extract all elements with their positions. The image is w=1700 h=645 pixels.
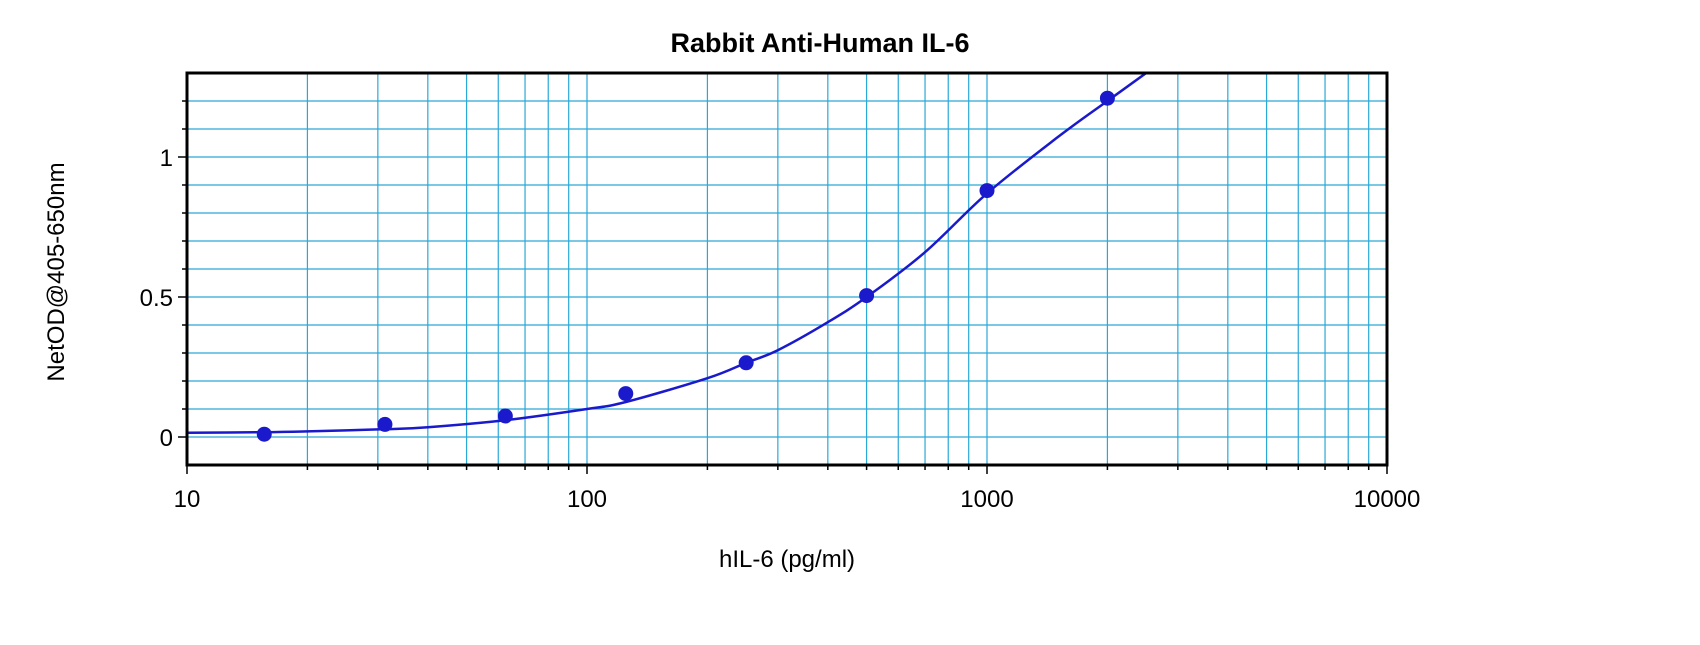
data-point [738, 355, 754, 371]
data-point [256, 426, 272, 442]
chart-title: Rabbit Anti-Human IL-6 [671, 28, 970, 58]
gridlines [187, 73, 1387, 465]
x-tick-labels: 10 100 1000 10000 [174, 486, 1421, 513]
data-point [979, 183, 995, 199]
data-point [377, 416, 393, 432]
data-point [859, 288, 875, 304]
y-axis-label: NetOD@405-650nm [43, 162, 70, 381]
data-point [618, 386, 634, 402]
x-tick-label: 10 [174, 486, 201, 513]
data-points-layer [256, 90, 1115, 442]
y-tick-label: 0.5 [140, 285, 173, 312]
x-axis-label: hIL-6 (pg/ml) [719, 546, 855, 573]
axis-ticks [178, 100, 1388, 474]
data-point [497, 408, 513, 424]
y-tick-labels: 00.51 [140, 145, 173, 452]
y-tick-label: 1 [160, 145, 173, 172]
x-tick-label: 10000 [1354, 486, 1421, 513]
data-point [1099, 90, 1115, 106]
y-tick-label: 0 [160, 425, 173, 452]
x-tick-label: 100 [567, 486, 607, 513]
x-tick-label: 1000 [960, 486, 1013, 513]
